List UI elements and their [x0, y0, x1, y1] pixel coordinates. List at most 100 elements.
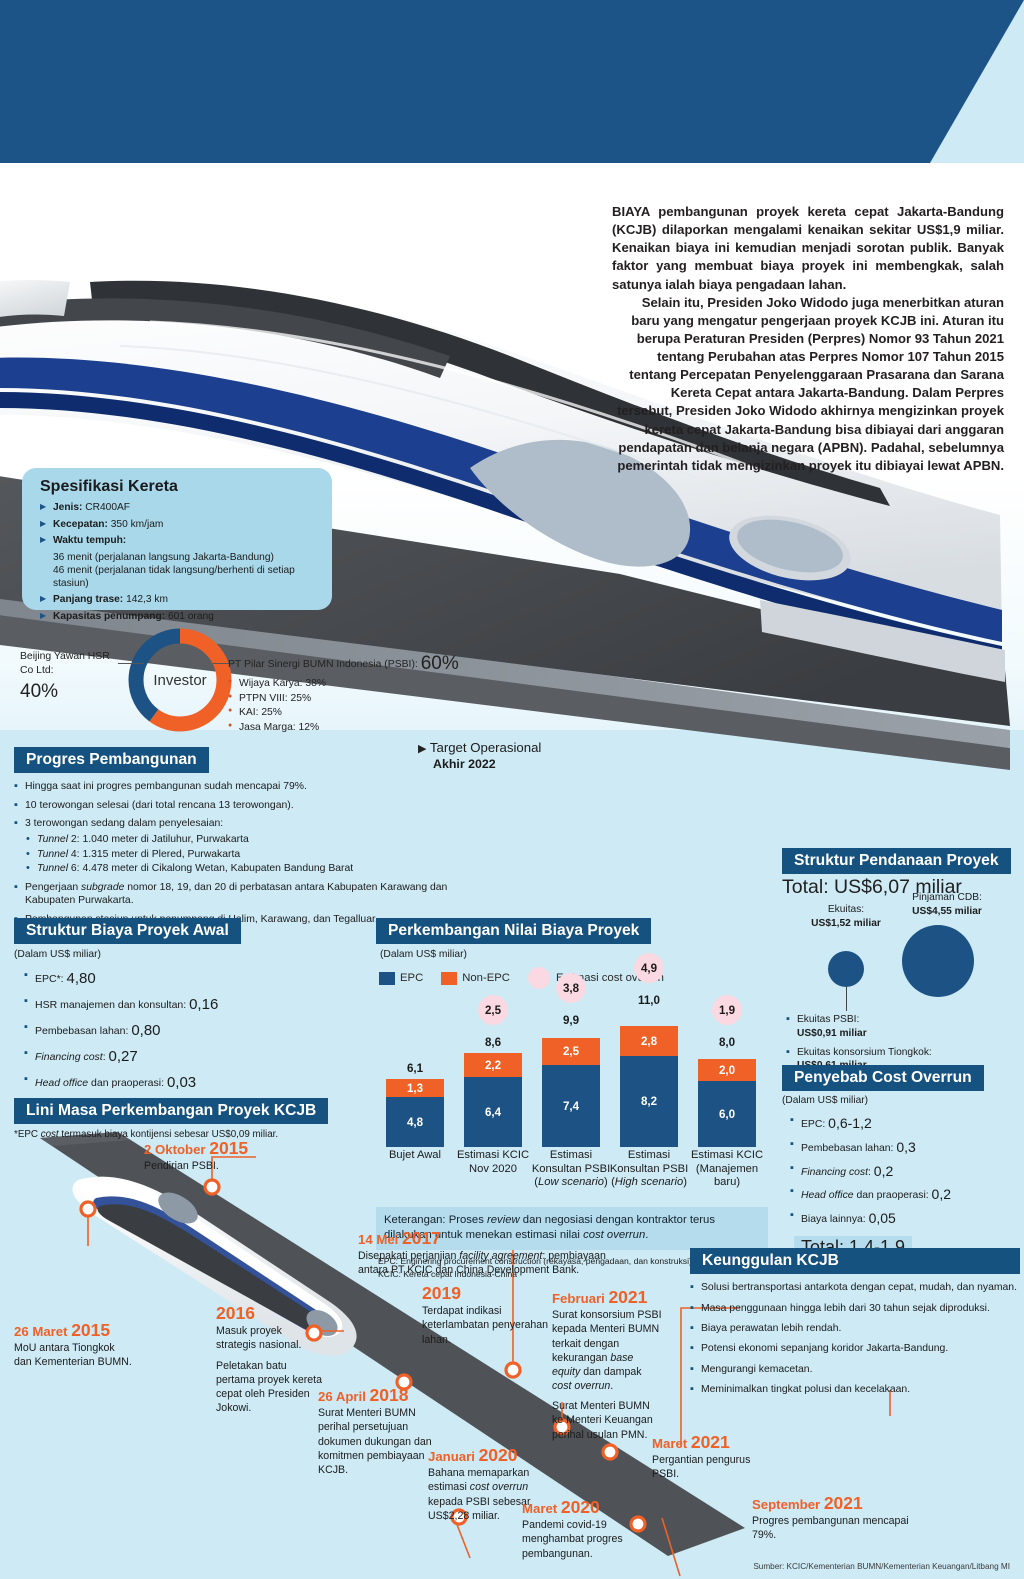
timeline-track-illustration: [40, 1132, 891, 1577]
list-item: Head office dan praoperasi: 0,03: [24, 1072, 364, 1093]
timeline-text: Surat konsorsium PSBI kepada Menteri BUM…: [552, 1308, 662, 1442]
tunnel-text-1: 2: 1.040 meter di Jatiluhur, Purwakarta: [70, 833, 249, 845]
list-item: Jasa Marga: 12%: [228, 721, 478, 736]
x-tick-label-2: Estimasi Konsultan PSBI (Low scenario): [531, 1149, 611, 1189]
timeline-date: 2019: [422, 1283, 552, 1303]
list-item: Pembebasan lahan: 0,80: [24, 1020, 364, 1041]
date-year: 2021: [608, 1287, 648, 1307]
item-value: 0,80: [131, 1022, 161, 1040]
date-year: 2016: [216, 1303, 255, 1323]
list-item: Tunnel 2: 1.040 meter di Jatiluhur, Purw…: [26, 832, 484, 848]
bar-segment-epc: 6,0: [698, 1081, 756, 1148]
source-credit: Sumber: KCIC/Kementerian BUMN/Kementeria…: [753, 1562, 1010, 1571]
item-value: 4,80: [66, 970, 96, 988]
item-value: 0,27: [108, 1048, 138, 1066]
timeline-event-januari2020: Januari 2020 Bahana memaparkan estimasi …: [428, 1445, 540, 1523]
list-item: Mengurangi kemacetan.: [690, 1362, 1020, 1377]
timeline-text: Pergantian pengurus PSBI.: [652, 1454, 751, 1481]
item-value: 0,05: [868, 1209, 896, 1226]
list-item: Wijaya Karya: 38%: [228, 677, 478, 692]
list-item: Solusi bertransportasi antarkota dengan …: [690, 1280, 1020, 1295]
timeline-text-line-1: Masuk proyek strategis nasional.: [216, 1325, 302, 1352]
spec-label: Waktu tempuh:: [53, 535, 127, 547]
timeline-text: Pandemi covid-19 menghambat progres pemb…: [522, 1519, 623, 1560]
date-year: 2015: [71, 1320, 111, 1340]
bar-segment-epc: 8,2: [620, 1056, 678, 1148]
donut-svg: [128, 628, 232, 732]
timeline-event-2019: 2019 Terdapat indikasi keterlambatan pen…: [422, 1283, 552, 1347]
bar-stack: 2,5 7,4: [542, 1038, 600, 1148]
pinjaman-label: Pinjaman CDB: US$4,55 miliar: [886, 891, 1008, 918]
bar-segment-nonepc: 2,0: [698, 1059, 756, 1082]
timeline-text-line-2: Peletakan batu pertama proyek kereta cep…: [216, 1359, 322, 1415]
pinjaman-value: US$4,55 miliar: [912, 905, 982, 917]
spec-value: 142,3 km: [126, 594, 168, 606]
bar-stack: 2,2 6,4: [464, 1053, 522, 1148]
timeline-text: Bahana memaparkan estimasi cost overrun …: [428, 1467, 531, 1522]
target-label: Target Operasional: [429, 740, 542, 755]
bar-overrun-bubble: 3,8: [556, 973, 586, 1004]
bar-overrun-bubble: 4,9: [634, 953, 664, 984]
bar-segment-epc: 6,4: [464, 1077, 522, 1148]
date-year: 2020: [478, 1445, 518, 1465]
date-prefix: September: [752, 1497, 824, 1512]
triangle-icon: ▶: [418, 743, 427, 755]
bar-total-label: 8,6: [484, 1036, 502, 1050]
legend-swatch-overrun: [527, 967, 550, 990]
list-item: Tunnel 6: 4.478 meter di Cikalong Wetan,…: [26, 861, 484, 877]
donut-center-label: Investor: [153, 671, 207, 689]
legend-item-nonepc: Non-EPC: [441, 971, 510, 985]
spec-label: Kecepatan:: [53, 518, 108, 530]
investor-left-pct: 40%: [20, 681, 59, 703]
list-item: EPC: 0,6-1,2: [790, 1113, 1018, 1133]
bar-total-label: 8,0: [718, 1036, 736, 1050]
bar-total-label: 9,9: [562, 1014, 580, 1028]
investor-left-label: Beijing Yawan HSR Co Ltd: 40%: [20, 650, 120, 705]
chart-x-axis: Bujet Awal Estimasi KCIC Nov 2020 Estimas…: [376, 1147, 768, 1203]
list-item: Financing cost: 0,2: [790, 1161, 1018, 1181]
x-tick-label-4: Estimasi KCIC (Manajemen baru): [690, 1149, 764, 1189]
bar-total-label: 11,0: [638, 994, 660, 1008]
item-label: EPC*:: [35, 973, 64, 986]
list-item: Biaya lainnya: 0,05: [790, 1208, 1018, 1228]
item-label: Biaya lainnya:: [801, 1213, 866, 1225]
intro-paragraph-1: BIAYA pembangunan proyek kereta cepat Ja…: [612, 204, 1004, 292]
spec-waktu-sub-2: 46 menit (perjalanan tidak langsung/berh…: [53, 564, 295, 590]
investor-right-pct: 60%: [420, 653, 459, 674]
progres-list: Hingga saat ini progres pembangunan suda…: [14, 779, 484, 830]
bar-segment-nonepc: 2,2: [464, 1053, 522, 1078]
biaya-awal-note: *EPC cost termasuk biaya kontijensi sebe…: [14, 1129, 279, 1141]
chart-abbreviations: EPC: Enginering procurement construction…: [378, 1255, 768, 1279]
penyebab-subtitle: (Dalam US$ miliar): [782, 1095, 869, 1107]
leader-line-right: [213, 663, 237, 664]
timeline-event-2016: 2016 Masuk proyek strategis nasional. Pe…: [216, 1303, 324, 1421]
bar-overrun-bubble: 1,9: [712, 995, 742, 1026]
spec-item-waktu: ▶ Waktu tempuh:: [40, 534, 320, 547]
item-label: Pembebasan lahan:: [35, 1025, 129, 1038]
timeline-event-2oktober2015: 2 Oktober 2015 Pendirian PSBI.: [144, 1138, 334, 1173]
bar-segment-nonepc: 2,5: [542, 1038, 600, 1066]
list-item: Biaya perawatan lebih rendah.: [690, 1321, 1020, 1336]
timeline-text: Terdapat indikasi keterlambatan penyerah…: [422, 1305, 549, 1346]
x-tick-label-1: Estimasi KCIC Nov 2020: [456, 1149, 530, 1175]
list-item: PTPN VIII: 25%: [228, 692, 478, 707]
item-value: 0,16: [189, 996, 219, 1014]
date-prefix: Maret: [522, 1501, 561, 1516]
date-prefix: Januari: [428, 1449, 479, 1464]
item-label: EPC:: [801, 1119, 826, 1131]
date-prefix: 2 Oktober: [144, 1142, 210, 1157]
investor-left-name: Beijing Yawan HSR Co Ltd:: [20, 651, 110, 676]
list-item: Pembebasan lahan: 0,3: [790, 1137, 1018, 1157]
timeline-event-maret2020: Maret 2020 Pandemi covid-19 menghambat p…: [522, 1497, 640, 1561]
date-year: 2017: [401, 1228, 441, 1248]
timeline-date: September 2021: [752, 1493, 912, 1513]
item-label: Pembebasan lahan:: [801, 1143, 894, 1155]
spec-waktu-sub-1: 36 menit (perjalanan langsung Jakarta-Ba…: [53, 551, 274, 563]
date-year: 2015: [209, 1138, 249, 1158]
bar-total-label: 6,1: [406, 1062, 424, 1076]
legend-item-epc: EPC: [379, 971, 424, 985]
timeline-event-maret2021: Maret 2021 Pergantian pengurus PSBI.: [652, 1432, 762, 1482]
legend-label-epc: EPC: [400, 972, 424, 985]
timeline-date: Maret 2021: [652, 1432, 762, 1452]
header-banner: [0, 0, 1024, 163]
